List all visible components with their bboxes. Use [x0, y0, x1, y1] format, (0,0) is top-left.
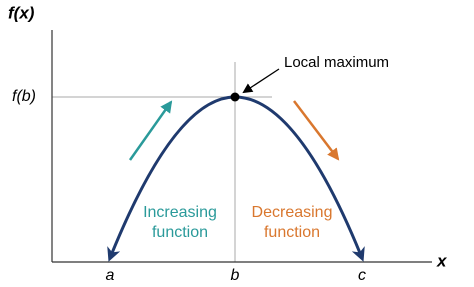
x-tick-label: a — [106, 267, 115, 284]
region-label: Increasing — [143, 204, 217, 221]
x-tick-label: c — [358, 267, 366, 284]
region-label: function — [152, 224, 208, 241]
decreasing-arrow — [293, 100, 340, 161]
curve — [234, 95, 365, 262]
annotation: Local maximum — [284, 54, 389, 71]
y-tick-label: f(b) — [12, 88, 36, 105]
x-axis-label: x — [436, 251, 448, 270]
curve — [107, 95, 236, 262]
x-tick-label: b — [231, 267, 240, 284]
region-label: Decreasing — [252, 204, 333, 221]
region-label: function — [264, 224, 320, 241]
y-axis-label: f(x) — [8, 3, 35, 22]
increasing-arrow — [128, 100, 173, 161]
callout-arrow — [242, 68, 280, 94]
max-point — [230, 92, 240, 102]
